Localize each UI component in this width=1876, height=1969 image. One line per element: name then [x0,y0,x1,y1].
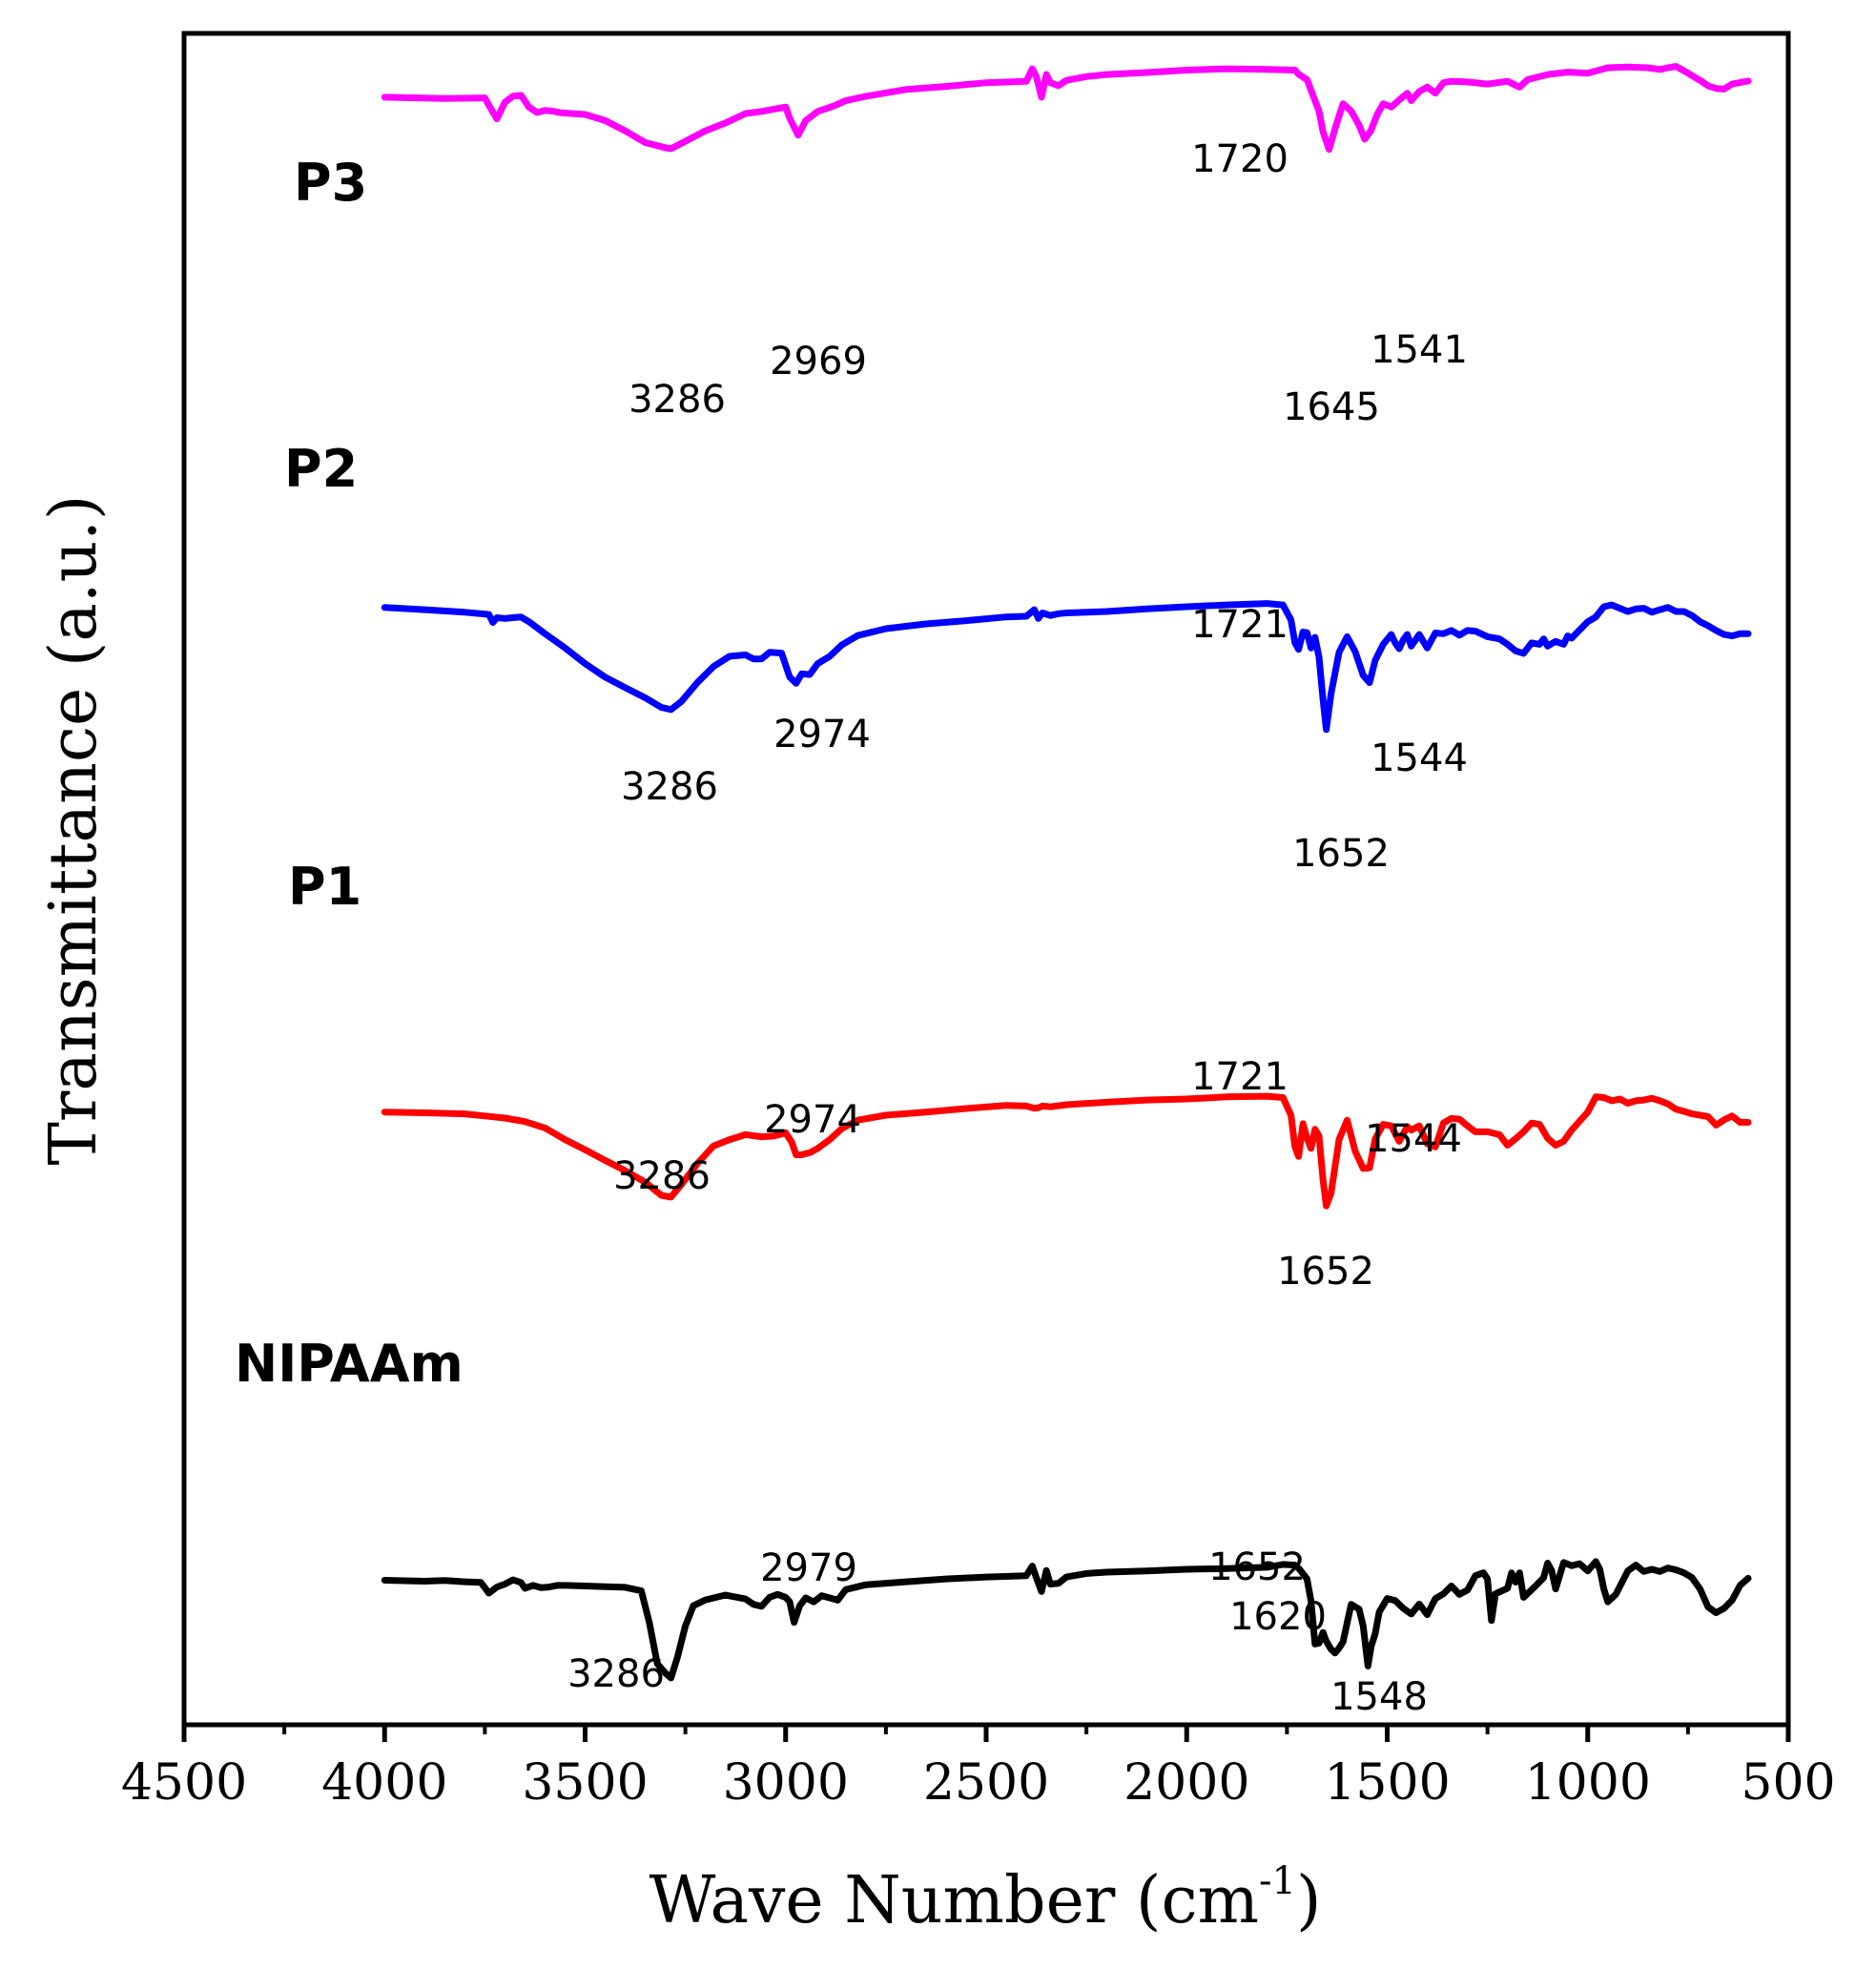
series-label-p3: P3 [294,153,367,213]
series-line-p3 [381,63,1752,154]
peak-label-p1-1544: 1544 [1365,1117,1462,1161]
x-tick-label-500: 500 [1741,1754,1835,1812]
peak-label-p1-1652: 1652 [1277,1250,1374,1294]
series-label-nipaam: NIPAAm [235,1334,464,1394]
peak-label-p2-2974: 2974 [773,713,871,757]
peak-label-p1-2974: 2974 [764,1098,861,1142]
peak-label-nipaam-3286: 3286 [567,1652,665,1696]
x-tick-label-3500: 3500 [522,1754,648,1812]
series-line-nipaam [381,1558,1752,1682]
peak-label-p2-1544: 1544 [1371,736,1468,780]
x-axis-title: Wave Number (cm-1) [649,1859,1321,1938]
peak-label-p1-1721: 1721 [1191,1055,1288,1099]
peak-label-nipaam-1548: 1548 [1330,1675,1428,1719]
series-line-p2 [381,600,1752,734]
peak-label-p3-1720: 1720 [1191,137,1288,181]
x-tick-label-3000: 3000 [723,1754,849,1812]
series-label-p1: P1 [288,857,361,917]
peak-label-p2-3286: 3286 [621,765,718,809]
x-tick-label-4500: 4500 [121,1754,247,1812]
peak-label-nipaam-1620: 1620 [1229,1595,1327,1639]
x-tick-label-4000: 4000 [321,1754,447,1812]
y-axis-title: Transmittance (a.u.) [36,495,112,1166]
peak-label-p3-3286: 3286 [629,378,726,422]
x-tick-label-1000: 1000 [1525,1754,1651,1812]
peak-label-nipaam-2979: 2979 [760,1546,857,1590]
peak-label-nipaam-1652: 1652 [1208,1545,1306,1589]
peak-label-p2-1721: 1721 [1191,603,1288,647]
series-label-p2: P2 [284,439,358,499]
peak-label-p3-1645: 1645 [1283,385,1380,429]
peak-label-p3-2969: 2969 [770,340,867,383]
x-tick-label-2500: 2500 [923,1754,1049,1812]
series-line-p1 [381,1092,1752,1210]
x-tick-label-2000: 2000 [1124,1754,1249,1812]
x-tick-label-1500: 1500 [1324,1754,1450,1812]
peak-label-p2-1652: 1652 [1292,832,1390,876]
peak-label-p3-1541: 1541 [1371,328,1468,372]
peak-label-p1-3286: 3286 [613,1154,711,1198]
